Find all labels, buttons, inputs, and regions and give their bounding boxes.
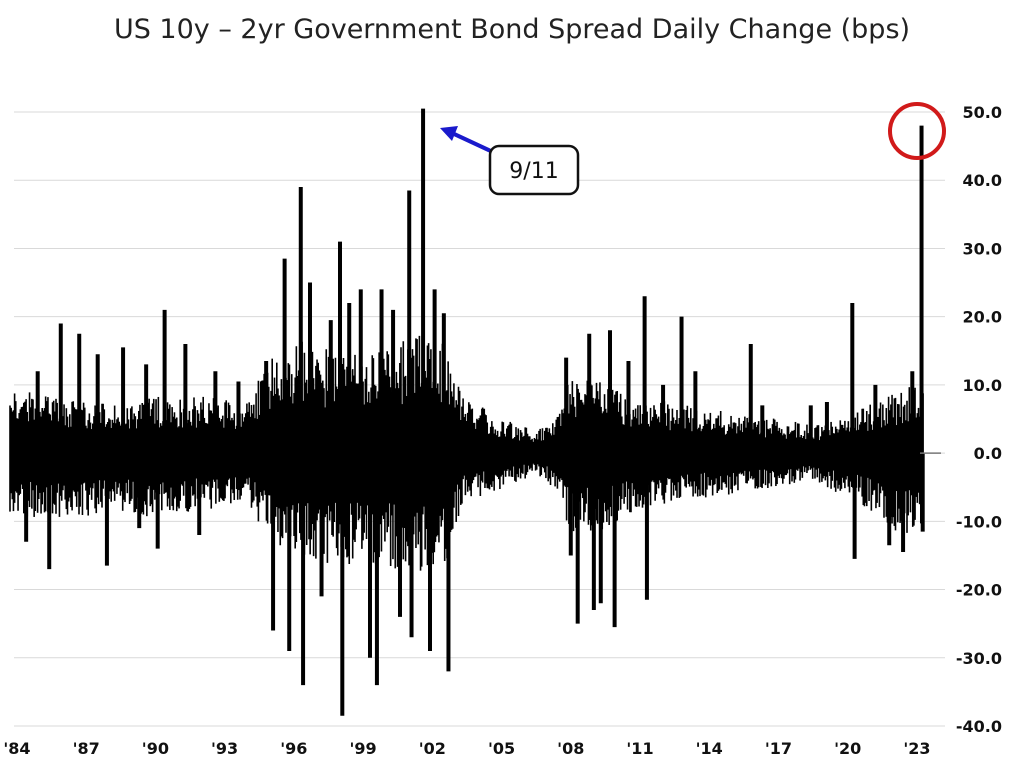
y-axis: 50.0 40.0 30.0 20.0 10.0 0.0 -10.0 -20.0 -30.0 -4…: [956, 103, 1002, 736]
x-tick-label: '90: [142, 739, 169, 758]
y-tick-label: 0.0: [974, 444, 1002, 463]
x-tick-label: '05: [488, 739, 515, 758]
y-tick-label: 10.0: [963, 376, 1002, 395]
chart-title: US 10y – 2yr Government Bond Spread Dail…: [113, 14, 911, 45]
y-tick-label: -20.0: [956, 581, 1002, 600]
x-tick-label: '11: [626, 739, 653, 758]
x-tick-label: '23: [903, 739, 930, 758]
x-tick-label: '17: [765, 739, 792, 758]
x-tick-label: '93: [211, 739, 238, 758]
annotation-arrow: [451, 131, 496, 155]
annotations: 9/11: [440, 102, 946, 196]
annotation-circle: [888, 102, 946, 160]
x-tick-label: '08: [557, 739, 584, 758]
y-tick-label: 50.0: [963, 103, 1002, 122]
x-tick-label: '87: [73, 739, 100, 758]
x-axis: '84 '87 '90 '93 '96 '99 '02 '05 '08 '11 '14 '17 '20 '…: [3, 739, 930, 758]
x-tick-label: '96: [280, 739, 307, 758]
y-tick-label: 40.0: [963, 171, 1002, 190]
annotation-box: [488, 144, 580, 196]
annotation-arrowhead: [440, 126, 458, 141]
y-tick-label: 20.0: [963, 308, 1002, 327]
y-tick-label: -30.0: [956, 649, 1002, 668]
y-tick-label: -10.0: [956, 512, 1002, 531]
x-tick-label: '02: [419, 739, 446, 758]
x-tick-label: '84: [3, 739, 30, 758]
x-tick-label: '14: [696, 739, 723, 758]
x-tick-label: '99: [349, 739, 376, 758]
annotation-label: 9/11: [509, 159, 558, 184]
bar-series: [9, 108, 925, 716]
y-tick-label: -40.0: [956, 717, 1002, 736]
x-tick-label: '20: [834, 739, 861, 758]
y-tick-label: 30.0: [963, 239, 1002, 258]
